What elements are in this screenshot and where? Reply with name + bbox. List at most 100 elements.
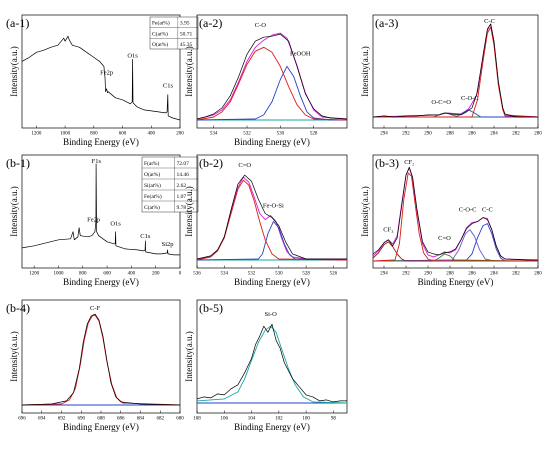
series-line-3 — [373, 241, 538, 262]
plot-frame — [196, 154, 348, 269]
series-line-1 — [22, 313, 180, 406]
x-tick-label: 530 — [277, 132, 285, 137]
x-tick-label: 284 — [490, 272, 498, 277]
series-line-4 — [197, 32, 347, 120]
x-tick-label: 688 — [97, 417, 105, 422]
x-tick-label: 696 — [18, 417, 26, 422]
peak-label-c-c: C-C — [484, 18, 495, 25]
peak-label-c1s: C1s — [140, 233, 151, 240]
x-tick-label: 294 — [380, 272, 388, 277]
composition-element: Fe(at%) — [152, 20, 170, 27]
series-line-2 — [373, 26, 538, 118]
x-tick-label: 286 — [468, 272, 476, 277]
peak-label-c-o: C=O — [238, 162, 251, 169]
series-line-1 — [373, 23, 538, 118]
panel-label: (b-4) — [6, 301, 30, 315]
composition-value: 45.35 — [180, 42, 193, 48]
peak-label-c-f: C-F — [90, 305, 101, 312]
series-line-1 — [197, 174, 347, 260]
panel-b-1: 1200 1000 800 600 400 200 0 Binding Energy (eV)… — [6, 154, 199, 287]
series-group — [373, 166, 538, 262]
x-tick-label: 102 — [275, 417, 283, 422]
x-axis-title: Binding Energy (eV) — [63, 137, 139, 147]
x-tick-label: 106 — [221, 417, 229, 422]
x-tick-label: 98 — [331, 417, 337, 422]
x-tick-label: 280 — [534, 132, 542, 137]
x-tick-label: 200 — [152, 272, 160, 277]
series-line-5 — [373, 23, 538, 118]
series-line-7 — [373, 167, 538, 261]
panel-b-3: 294 292 290 288 286 284 282 280 Binding Energy (… — [360, 154, 542, 287]
x-tick-label: 800 — [79, 272, 87, 277]
x-tick-label: 532 — [243, 132, 251, 137]
composition-element: C(at%) — [144, 204, 160, 211]
peak-label-o1s: O1s — [110, 221, 121, 228]
composition-value: 14.46 — [176, 172, 189, 178]
x-tick-label: 282 — [512, 272, 520, 277]
x-tick-label: 400 — [128, 272, 136, 277]
composition-value: 2.62 — [176, 183, 186, 189]
peak-label-c-o: C=O — [438, 235, 451, 242]
x-tick-label: 0 — [179, 272, 182, 277]
plot-frame — [21, 299, 181, 414]
plot-frame — [196, 14, 348, 129]
x-tick-label: 684 — [137, 417, 145, 422]
peak-label-feooh: FeOOH — [290, 50, 311, 57]
x-tick-label: 692 — [58, 417, 66, 422]
peak-label-cf2: CF₂ — [404, 159, 414, 166]
series-line-1 — [22, 163, 180, 256]
x-tick-label: 682 — [157, 417, 165, 422]
panel-label: (a-3) — [375, 16, 398, 30]
y-axis-title: Intensity(a.u.) — [9, 46, 19, 96]
peak-label-cf3: CF₃ — [383, 227, 393, 234]
x-axis-title: Binding Energy (eV) — [418, 277, 494, 287]
composition-value: 72.07 — [176, 161, 189, 167]
peak-label-f1s: F1s — [92, 158, 102, 165]
series-group — [22, 163, 180, 256]
peak-label-si2p: Si2p — [162, 241, 174, 248]
series-line-1 — [197, 323, 347, 403]
panel-b-2: 536 534 532 530 528 526 Binding Energy (eV) Int… — [184, 154, 348, 287]
y-axis-title: Intensity(a.u.) — [9, 186, 19, 236]
composition-value: 50.71 — [180, 31, 193, 37]
panel-label: (a-2) — [199, 16, 222, 30]
x-axis-title: Binding Energy (eV) — [63, 277, 139, 287]
y-axis-title: Intensity(a.u.) — [9, 331, 19, 381]
x-tick-label: 280 — [534, 272, 542, 277]
y-axis-title: Intensity(a.u.) — [360, 46, 370, 96]
peak-label-c1s: C1s — [163, 83, 174, 90]
x-tick-label: 534 — [221, 272, 229, 277]
composition-element: O(at%) — [152, 41, 168, 48]
series-line-2 — [197, 179, 347, 261]
x-tick-label: 1000 — [60, 132, 71, 137]
series-group — [197, 174, 347, 261]
x-tick-label: 534 — [210, 132, 218, 137]
x-tick-label: 532 — [248, 272, 256, 277]
x-axis-title: Binding Energy (eV) — [234, 422, 310, 432]
series-group — [197, 323, 347, 404]
composition-element: C(at%) — [152, 30, 168, 37]
composition-element: F(at%) — [144, 160, 159, 167]
peak-label-c-o: C-O — [255, 22, 267, 29]
series-group — [373, 23, 538, 118]
x-tick-label: 400 — [148, 132, 156, 137]
series-line-2 — [197, 325, 347, 404]
series-line-6 — [373, 223, 538, 262]
series-line-1 — [197, 33, 347, 120]
peak-label-o1s: O1s — [127, 52, 138, 59]
peak-label-fe-o-si: Fe-O-Si — [263, 202, 284, 209]
y-axis-title: Intensity(a.u.) — [184, 186, 194, 236]
x-tick-label: 288 — [446, 272, 454, 277]
x-tick-label: 284 — [490, 132, 498, 137]
series-group — [197, 32, 347, 121]
x-tick-label: 600 — [119, 132, 127, 137]
peak-label-c-o-c: C-O-C — [459, 207, 477, 214]
series-group — [22, 313, 180, 406]
panel-a-1: 1200 1000 800 600 400 200 Binding Energy (eV) I… — [6, 14, 199, 147]
y-axis-title: Intensity(a.u.) — [360, 186, 370, 236]
x-tick-label: 100 — [302, 417, 310, 422]
x-tick-label: 292 — [402, 272, 410, 277]
panel-a-3: 294 292 290 288 286 284 282 280 Intensity(a.u.) (… — [360, 14, 542, 137]
